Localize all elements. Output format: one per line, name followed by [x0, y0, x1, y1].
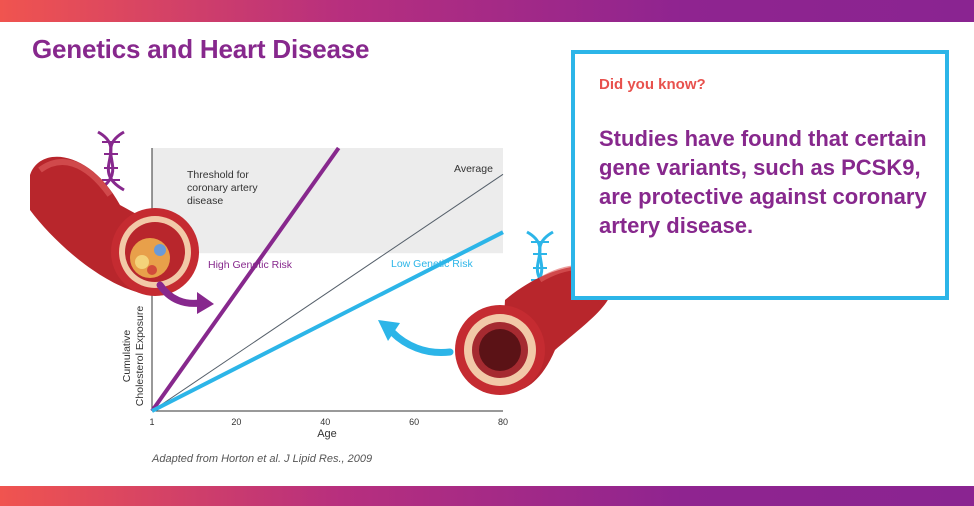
y-axis-label: Cumulative Cholesterol Exposure [121, 306, 146, 407]
series-label-high-risk: High Genetic Risk [208, 259, 293, 271]
series-label-average: Average [454, 163, 493, 175]
x-tick-label: 40 [320, 417, 330, 427]
series-label-low-risk: Low Genetic Risk [391, 258, 473, 270]
average-line [151, 173, 504, 412]
top-gradient-band [0, 0, 974, 22]
series-lines [150, 146, 504, 413]
arrow-icon [378, 320, 454, 357]
arrow-icon [156, 281, 214, 314]
y-axis-label-line1: Cumulative [121, 330, 133, 383]
y-axis-label-line2: Cholesterol Exposure [134, 306, 146, 407]
clogged-artery-illustration [30, 156, 199, 296]
citation: Adapted from Horton et al. J Lipid Res.,… [152, 453, 373, 465]
threshold-label: Threshold for coronary artery disease [187, 169, 258, 207]
did-you-know-box: Did you know? Studies have found that ce… [571, 50, 949, 300]
threshold-label-line3: disease [187, 195, 223, 207]
did-you-know-heading: Did you know? [599, 76, 706, 93]
dna-helix-icon [97, 130, 125, 192]
threshold-label-line1: Threshold for [187, 169, 249, 181]
threshold-label-line2: coronary artery [187, 182, 258, 194]
slide-title: Genetics and Heart Disease [32, 34, 370, 64]
x-tick-labels: 1 20 40 60 80 [149, 417, 508, 427]
did-you-know-fact: Studies have found that certain gene var… [599, 126, 927, 238]
x-tick-label: 1 [149, 417, 154, 427]
low-genetic-risk-line [151, 230, 504, 413]
x-axis-label: Age [317, 428, 337, 440]
high-genetic-risk-line [150, 146, 341, 413]
x-tick-label: 60 [409, 417, 419, 427]
bottom-gradient-band [0, 486, 974, 506]
x-tick-label: 80 [498, 417, 508, 427]
x-tick-label: 20 [231, 417, 241, 427]
